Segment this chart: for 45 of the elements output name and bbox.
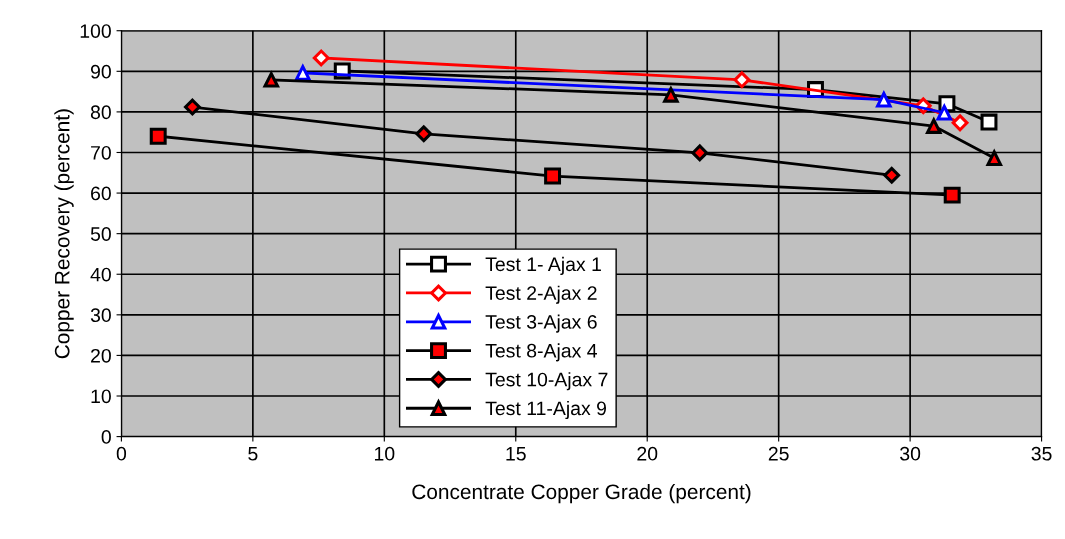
y-tick-label: 0: [101, 430, 111, 444]
y-tick-label: 70: [91, 145, 111, 160]
point: [951, 114, 969, 132]
legend-label: Test 2-Ajax 2: [485, 285, 597, 304]
point: [544, 167, 562, 185]
point: [943, 186, 961, 204]
x-tick-label: 15: [506, 447, 526, 461]
y-tick-label: 30: [90, 308, 111, 323]
point: [295, 65, 311, 81]
y-tick-label: 10: [91, 389, 111, 404]
point: [691, 144, 709, 162]
point: [183, 98, 201, 116]
legend-label: Test 1- Ajax 1: [485, 256, 601, 275]
x-axis-title: Concentrate Copper Grade (percent): [412, 483, 751, 504]
point: [876, 91, 892, 108]
y-tick-label: 100: [80, 24, 111, 38]
legend-label: Test 8-Ajax 4: [485, 343, 597, 362]
y-tick-label: 50: [90, 227, 111, 241]
x-tick-label: 20: [637, 446, 658, 461]
point: [980, 113, 998, 131]
point: [986, 150, 1003, 166]
point: [312, 49, 330, 67]
x-tick-label: 30: [900, 446, 921, 461]
legend-label: Test 10-Ajax 7: [485, 372, 608, 391]
legend-label: Test 11-Ajax 9: [485, 400, 607, 420]
point: [149, 127, 167, 145]
y-tick-label: 20: [91, 348, 111, 363]
point: [936, 104, 953, 121]
x-tick-label: 0: [116, 446, 127, 461]
point: [263, 72, 280, 88]
x-tick-label: 5: [248, 447, 258, 461]
x-tick-label: 10: [374, 446, 395, 461]
y-tick-label: 40: [90, 267, 111, 282]
point: [733, 71, 751, 89]
point: [926, 118, 942, 134]
point: [883, 166, 901, 184]
legend-label: Test 3-Ajax 6: [485, 314, 597, 333]
point: [663, 87, 679, 103]
y-tick-label: 60: [91, 186, 111, 201]
point: [415, 125, 433, 143]
y-axis-title: Copper Recovery (percent): [54, 109, 74, 359]
y-tick-label: 90: [90, 64, 111, 79]
x-tick-label: 35: [1031, 446, 1052, 461]
y-tick-label: 80: [90, 105, 111, 120]
x-tick-label: 25: [768, 446, 789, 461]
